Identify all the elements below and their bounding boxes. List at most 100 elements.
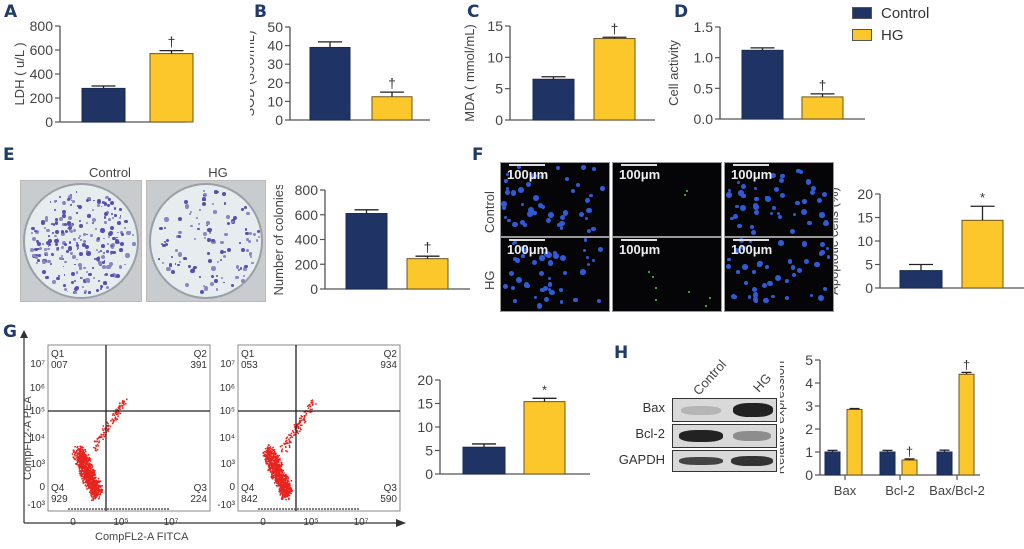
y-tick-label: 800 xyxy=(295,185,319,198)
quadrant-label-q3: Q3 xyxy=(194,483,208,494)
colony-dot xyxy=(245,228,248,231)
colony-dot xyxy=(69,223,74,228)
quadrant-label-q2: Q2 xyxy=(194,349,208,360)
flow-event xyxy=(98,440,101,443)
colony-dot xyxy=(119,207,122,211)
flow-event xyxy=(277,473,279,476)
flow-event xyxy=(86,476,89,479)
colony-dot xyxy=(91,221,95,225)
colony-dot xyxy=(197,227,200,231)
flow-event xyxy=(121,405,124,407)
panel-letter-f: F xyxy=(472,145,484,165)
y-tick-label: 15 xyxy=(487,18,503,34)
colony-dot xyxy=(253,232,257,236)
micro-row-label-hg-text: HG xyxy=(482,270,497,291)
colony-dot xyxy=(44,219,48,223)
flow-event xyxy=(272,472,274,475)
flow-event xyxy=(75,451,78,453)
flow-event xyxy=(286,495,289,498)
colony-dot xyxy=(91,209,94,212)
colony-dot xyxy=(203,194,205,197)
flow-event xyxy=(298,422,301,425)
colony-dot xyxy=(208,230,212,234)
quadrant-label-q1: Q1 xyxy=(241,349,255,360)
flow-event xyxy=(80,449,83,452)
nucleus-dot xyxy=(545,218,551,224)
nucleus-dot xyxy=(822,220,829,227)
flow-event xyxy=(86,488,88,490)
colony-dot xyxy=(248,240,252,244)
band-bcl2-control xyxy=(679,430,723,442)
nucleus-dot xyxy=(506,218,511,223)
blot-bax xyxy=(672,398,777,422)
flow-event xyxy=(288,441,291,444)
flow-event xyxy=(119,412,122,415)
nucleus-dot xyxy=(560,254,567,261)
colony-dot xyxy=(44,227,47,230)
flow-event xyxy=(276,475,278,477)
nucleus-dot xyxy=(549,290,555,296)
colony-dot xyxy=(61,240,67,246)
colony-dot xyxy=(109,201,114,206)
flow-event xyxy=(93,477,96,480)
flow-y-tick-label: 10³ xyxy=(221,459,236,470)
flow-event xyxy=(280,471,283,473)
nucleus-dot xyxy=(737,223,742,229)
flow-event xyxy=(91,466,94,468)
flow-event xyxy=(81,453,84,455)
flow-event xyxy=(92,469,95,472)
bar-hg xyxy=(523,401,566,475)
nucleus-dot xyxy=(784,280,789,284)
flow-event xyxy=(78,456,81,459)
colony-dot xyxy=(110,274,114,278)
flow-event xyxy=(269,466,272,469)
nucleus-dot xyxy=(753,203,758,208)
flow-event xyxy=(75,463,78,466)
nucleus-dot xyxy=(771,294,775,299)
colony-dot xyxy=(84,291,87,294)
nucleus-dot xyxy=(591,226,596,232)
colony-dot xyxy=(81,277,84,279)
flow-event xyxy=(71,453,74,456)
flow-event xyxy=(299,420,302,423)
colony-dot xyxy=(66,227,69,230)
flow-event xyxy=(97,497,100,500)
flow-event xyxy=(278,454,281,457)
scale-bar-label: 100μm xyxy=(507,242,549,257)
flow-event xyxy=(94,494,97,497)
nucleus-dot xyxy=(736,270,740,274)
flow-event xyxy=(278,491,281,493)
nucleus-dot xyxy=(533,194,539,201)
y-tick-label: 0 xyxy=(275,112,283,128)
colony-dot xyxy=(74,263,76,266)
flow-event xyxy=(285,439,288,442)
colony-dot xyxy=(97,203,101,207)
flow-event xyxy=(74,452,77,455)
flow-event xyxy=(98,496,101,498)
flow-event xyxy=(266,462,268,465)
quadrant-value-q3: 590 xyxy=(380,494,397,505)
nucleus-dot xyxy=(592,258,596,263)
flow-event xyxy=(92,485,95,488)
flow-event xyxy=(98,481,101,484)
flow-event xyxy=(303,417,305,420)
nucleus-dot xyxy=(542,285,548,291)
flow-event xyxy=(107,422,109,425)
flow-event xyxy=(102,433,104,436)
y-tick-label: 10 xyxy=(487,49,503,65)
colony-dot xyxy=(118,265,123,269)
flow-event xyxy=(286,492,289,495)
colony-dot xyxy=(60,245,64,249)
nucleus-dot xyxy=(585,197,591,203)
micro-row-label-control: Control xyxy=(482,163,497,233)
colony-dot xyxy=(45,228,50,233)
flow-event xyxy=(78,449,81,452)
nucleus-dot xyxy=(736,180,740,184)
micro-image-hg-3: 100μm xyxy=(724,237,834,312)
colony-dot xyxy=(38,254,41,257)
colony-dot xyxy=(220,258,223,261)
flow-event xyxy=(283,485,285,487)
